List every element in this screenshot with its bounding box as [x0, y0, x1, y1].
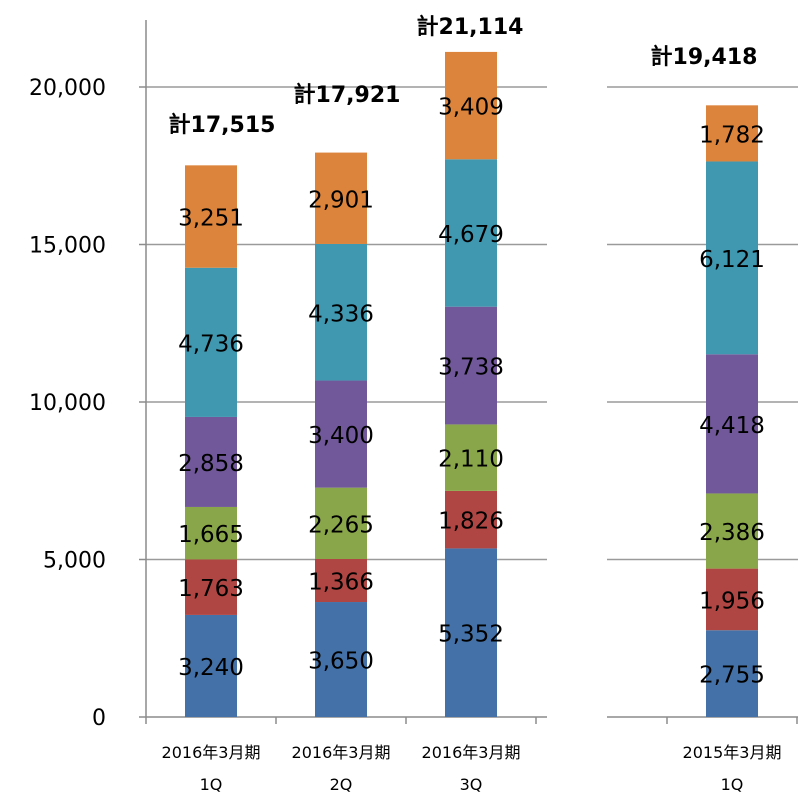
segment-value-label: 3,240 [178, 655, 244, 681]
segment-value-label: 3,400 [308, 423, 374, 449]
bar-segment [315, 602, 367, 717]
bar-segment [185, 614, 237, 717]
segment-value-label: 3,650 [308, 649, 374, 675]
bar-segment [445, 159, 497, 307]
segment-value-label: 6,121 [699, 247, 765, 273]
segment-value-label: 2,755 [699, 663, 765, 689]
bar-segment [185, 416, 237, 507]
bar-total-label: 計17,921 [294, 82, 401, 108]
segment-value-label: 2,858 [178, 451, 244, 477]
bar-segment [185, 165, 237, 268]
bar-segment [185, 267, 237, 417]
category-label-line2: 3Q [460, 775, 483, 794]
segment-value-label: 3,251 [178, 206, 244, 232]
segment-value-label: 1,665 [178, 522, 244, 548]
segment-value-label: 2,110 [438, 447, 504, 473]
bar-segment [706, 493, 758, 569]
bar-segment [445, 548, 497, 717]
category-label-line1: 2016年3月期 [292, 743, 391, 762]
y-tick-label: 5,000 [43, 549, 106, 574]
segment-value-label: 3,409 [438, 95, 504, 121]
bar-segment [706, 105, 758, 162]
bar-segment [706, 630, 758, 717]
segment-value-label: 4,336 [308, 301, 374, 327]
segment-value-label: 1,956 [699, 588, 765, 614]
category-label-line1: 2015年3月期 [683, 743, 782, 762]
category-label-line1: 2016年3月期 [162, 743, 261, 762]
y-tick-label: 20,000 [29, 76, 106, 101]
bar-segment [445, 424, 497, 491]
segment-value-label: 4,418 [699, 413, 765, 439]
bar-segment [706, 354, 758, 494]
bar-segment [445, 490, 497, 549]
y-tick-label: 15,000 [29, 234, 106, 259]
bar-segment [445, 51, 497, 160]
bar-segment [315, 243, 367, 381]
bar-total-label: 計19,418 [651, 44, 758, 70]
bar-segment [315, 380, 367, 488]
bar-total-label: 計21,114 [417, 14, 524, 40]
segment-value-label: 2,901 [308, 187, 374, 213]
bar-segment [706, 568, 758, 631]
segment-value-label: 1,366 [308, 570, 374, 596]
segment-value-label: 1,763 [178, 576, 244, 602]
bar-segment [315, 487, 367, 559]
y-tick-label: 0 [92, 706, 106, 731]
segment-value-label: 2,265 [308, 512, 374, 538]
segment-value-label: 4,679 [438, 222, 504, 248]
segment-value-label: 1,782 [699, 122, 765, 148]
bar-segment [185, 506, 237, 560]
category-label-line1: 2016年3月期 [422, 743, 521, 762]
segment-value-label: 3,738 [438, 355, 504, 381]
segment-value-label: 5,352 [438, 622, 504, 648]
category-label-line2: 1Q [200, 775, 223, 794]
segment-value-label: 2,386 [699, 520, 765, 546]
category-label-line2: 1Q [721, 775, 744, 794]
bar-segment [315, 152, 367, 244]
y-tick-label: 10,000 [29, 391, 106, 416]
bar-segment [315, 558, 367, 603]
bar-total-label: 計17,515 [169, 112, 276, 138]
bar-segment [185, 559, 237, 615]
category-label-line2: 2Q [330, 775, 353, 794]
bar-segment [445, 306, 497, 425]
segment-value-label: 1,826 [438, 509, 504, 535]
bar-segment [706, 161, 758, 355]
segment-value-label: 4,736 [178, 331, 244, 357]
